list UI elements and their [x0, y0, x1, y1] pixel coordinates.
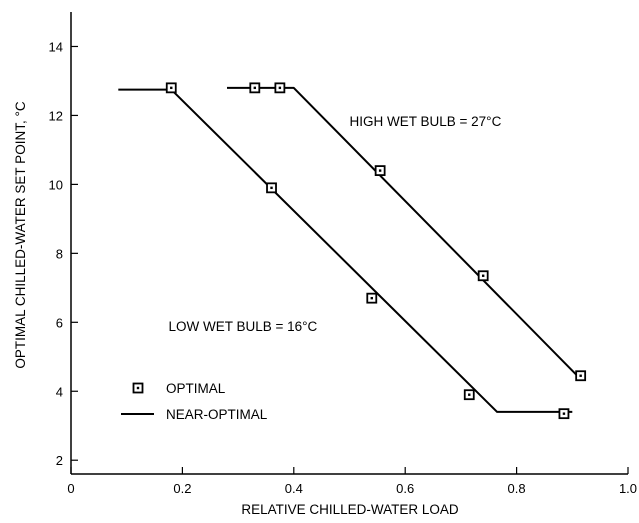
optimal-point: [477, 270, 489, 282]
x-tick-label: 0.2: [173, 481, 191, 496]
near-optimal-line-series-1: [118, 88, 573, 413]
legend-marker-optimal: [132, 382, 144, 394]
optimal-point: [374, 165, 386, 176]
near-optimal-line-series-2: [227, 86, 582, 380]
optimal-point: [366, 292, 378, 304]
optimal-points: [165, 82, 587, 420]
optimal-point: [266, 182, 277, 194]
optimal-point: [575, 370, 587, 382]
x-axis-title: RELATIVE CHILLED-WATER LOAD: [241, 502, 459, 517]
y-tick-label: 14: [49, 39, 63, 54]
y-tick-label: 12: [49, 108, 63, 123]
optimal-point: [274, 82, 286, 94]
legend-label-optimal: OPTIMAL: [166, 381, 226, 396]
plot-axes: [70, 12, 628, 475]
optimal-point: [249, 82, 261, 94]
x-tick-label: 1.0: [619, 481, 637, 496]
legend: OPTIMAL NEAR-OPTIMAL: [121, 381, 268, 422]
near-optimal-lines: [118, 86, 582, 413]
x-tick-label: 0.8: [508, 481, 526, 496]
y-tick-label: 6: [56, 315, 63, 330]
y-tick-label: 10: [49, 177, 63, 192]
optimal-point: [558, 408, 570, 420]
legend-label-near-optimal: NEAR-OPTIMAL: [166, 407, 268, 422]
y-tick-label: 2: [56, 453, 63, 468]
x-tick-label: 0: [67, 481, 74, 496]
x-axis-ticks: 0 0.2 0.4 0.6 0.8 1.0: [67, 467, 637, 496]
x-tick-label: 0.4: [285, 481, 303, 496]
annotation-high-wet-bulb: HIGH WET BULB = 27°C: [350, 114, 502, 129]
optimal-point: [165, 82, 177, 94]
y-axis-title: OPTIMAL CHILLED-WATER SET POINT, °C: [13, 101, 28, 368]
optimal-point: [463, 389, 475, 401]
y-tick-label: 8: [56, 246, 63, 261]
annotation-low-wet-bulb: LOW WET BULB = 16°C: [168, 319, 317, 334]
y-tick-label: 4: [56, 384, 63, 399]
x-tick-label: 0.6: [396, 481, 414, 496]
y-axis-ticks: 2 4 6 8 10 12 14: [49, 39, 78, 468]
